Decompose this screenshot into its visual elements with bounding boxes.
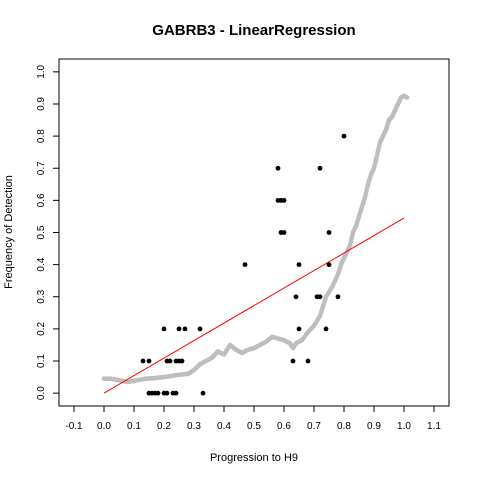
data-point (167, 358, 173, 364)
y-tick-label: 0.1 (36, 354, 47, 368)
x-tick-label: 0.5 (247, 421, 261, 432)
data-point (275, 165, 281, 171)
x-tick-label: 1.1 (427, 421, 441, 432)
data-point (179, 358, 185, 364)
y-axis-label: Frequency of Detection (3, 175, 15, 289)
data-point (290, 358, 296, 364)
data-point (242, 262, 248, 268)
data-point (293, 294, 299, 300)
x-tick-label: 0.4 (217, 421, 231, 432)
x-tick-label: 1.0 (397, 421, 411, 432)
data-point (146, 358, 152, 364)
y-tick-label: 0.7 (36, 161, 47, 175)
x-tick-label: 0.6 (277, 421, 291, 432)
y-axis: 0.0 0.1 0.2 0.3 0.4 0.5 0.6 0.7 0.8 0.9 1.0 (36, 64, 59, 400)
data-point (164, 390, 170, 396)
regression-line-segment (103, 217, 405, 394)
x-tick-label: 0.7 (307, 421, 321, 432)
data-point (317, 165, 323, 171)
smoothed-point (404, 95, 410, 100)
data-point (335, 294, 341, 300)
x-tick-label: 0.8 (337, 421, 351, 432)
data-point (296, 326, 302, 332)
data-point (281, 197, 287, 203)
data-point (161, 326, 167, 332)
y-tick-label: 0.9 (36, 97, 47, 111)
data-point (326, 262, 332, 268)
data-point (341, 133, 347, 139)
regression-line (103, 217, 405, 394)
smoothed-series (101, 93, 410, 385)
y-tick-label: 0.6 (36, 193, 47, 207)
data-point (173, 390, 179, 396)
data-point (296, 262, 302, 268)
data-point (200, 390, 206, 396)
data-point (155, 390, 161, 396)
y-tick-label: 0.3 (36, 289, 47, 303)
x-tick-label: 0.9 (367, 421, 381, 432)
chart-title: GABRB3 - LinearRegression (152, 22, 355, 39)
x-tick-label: 0.2 (157, 421, 171, 432)
x-tick-label: 0.3 (187, 421, 201, 432)
x-tick-label: 0.0 (97, 421, 111, 432)
x-axis-label: Progression to H9 (210, 452, 298, 464)
y-tick-label: 1.0 (36, 64, 47, 78)
x-axis: -0.1 0.0 0.1 0.2 0.3 0.4 0.5 0.6 0.7 0.8 0.9 1.0 1.1 (65, 406, 441, 432)
y-tick-label: 0.8 (36, 129, 47, 143)
data-point (326, 230, 332, 235)
y-tick-label: 0.4 (36, 257, 47, 271)
x-tick-label: 0.1 (127, 421, 141, 432)
data-point (281, 230, 287, 235)
data-point (317, 294, 323, 300)
y-tick-label: 0.5 (36, 225, 47, 239)
y-tick-label: 0.0 (36, 386, 47, 400)
data-point (176, 326, 182, 332)
data-point (305, 358, 311, 364)
data-point (182, 326, 188, 332)
x-tick-label: -0.1 (65, 421, 83, 432)
y-tick-label: 0.2 (36, 322, 47, 336)
data-point (140, 358, 146, 364)
observed-points (140, 133, 347, 396)
data-point (197, 326, 203, 332)
plot-frame (58, 58, 450, 407)
data-point (323, 326, 329, 332)
